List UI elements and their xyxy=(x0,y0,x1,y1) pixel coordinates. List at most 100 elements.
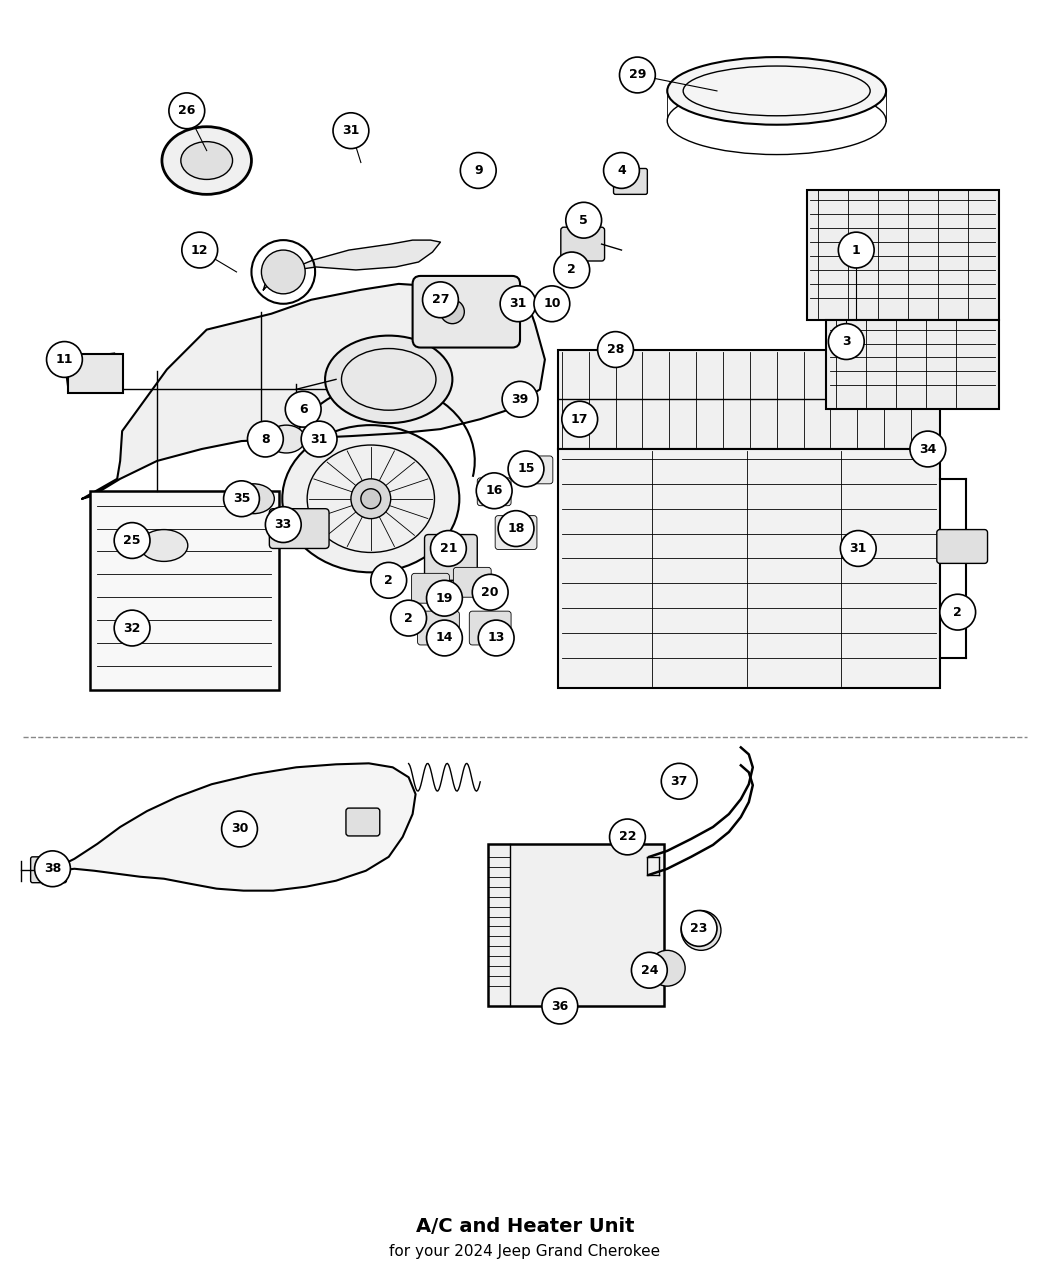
Circle shape xyxy=(391,601,426,636)
Circle shape xyxy=(662,764,697,799)
Circle shape xyxy=(838,232,875,268)
Circle shape xyxy=(610,819,646,854)
FancyBboxPatch shape xyxy=(90,491,279,690)
Text: A/C and Heater Unit: A/C and Heater Unit xyxy=(416,1218,634,1237)
Text: 19: 19 xyxy=(436,592,454,604)
Circle shape xyxy=(402,612,415,623)
Circle shape xyxy=(508,451,544,487)
Text: 22: 22 xyxy=(618,830,636,844)
Text: 20: 20 xyxy=(482,585,499,599)
Text: 12: 12 xyxy=(191,244,209,256)
Text: 25: 25 xyxy=(123,534,141,547)
Text: 29: 29 xyxy=(629,69,646,82)
Circle shape xyxy=(562,402,597,437)
Circle shape xyxy=(566,264,578,275)
FancyBboxPatch shape xyxy=(613,168,648,194)
FancyBboxPatch shape xyxy=(558,349,940,449)
Text: 1: 1 xyxy=(852,244,861,256)
FancyBboxPatch shape xyxy=(516,456,553,483)
Circle shape xyxy=(371,562,406,598)
Circle shape xyxy=(301,421,337,456)
Circle shape xyxy=(361,488,381,509)
Text: 38: 38 xyxy=(44,862,61,875)
Text: 33: 33 xyxy=(275,518,292,532)
Polygon shape xyxy=(43,764,416,891)
Text: 31: 31 xyxy=(849,542,867,555)
Text: 4: 4 xyxy=(617,164,626,177)
Text: 37: 37 xyxy=(671,775,688,788)
Circle shape xyxy=(472,574,508,611)
Text: 31: 31 xyxy=(342,124,359,138)
Text: 14: 14 xyxy=(436,631,454,644)
FancyBboxPatch shape xyxy=(806,190,1000,320)
FancyBboxPatch shape xyxy=(496,515,537,550)
Text: 8: 8 xyxy=(261,432,270,445)
Text: 16: 16 xyxy=(485,484,503,497)
FancyBboxPatch shape xyxy=(412,574,449,603)
Circle shape xyxy=(114,523,150,558)
Circle shape xyxy=(430,530,466,566)
Circle shape xyxy=(266,506,301,542)
Text: 9: 9 xyxy=(474,164,483,177)
Circle shape xyxy=(534,286,570,321)
FancyBboxPatch shape xyxy=(561,227,605,261)
Circle shape xyxy=(910,431,946,467)
Circle shape xyxy=(375,566,402,594)
Text: 39: 39 xyxy=(511,393,528,405)
Text: for your 2024 Jeep Grand Cherokee: for your 2024 Jeep Grand Cherokee xyxy=(390,1244,660,1260)
Ellipse shape xyxy=(268,425,306,453)
Text: 10: 10 xyxy=(543,297,561,310)
Circle shape xyxy=(426,620,462,655)
Text: 2: 2 xyxy=(953,606,962,618)
Circle shape xyxy=(498,511,534,547)
Ellipse shape xyxy=(162,126,251,194)
Circle shape xyxy=(182,232,217,268)
Text: 2: 2 xyxy=(404,612,413,625)
Circle shape xyxy=(46,342,82,377)
Circle shape xyxy=(286,391,321,427)
Text: 2: 2 xyxy=(384,574,393,586)
Circle shape xyxy=(944,598,971,626)
Circle shape xyxy=(681,910,721,950)
Text: 23: 23 xyxy=(691,922,708,935)
Circle shape xyxy=(248,421,284,456)
Text: 30: 30 xyxy=(231,822,248,835)
Circle shape xyxy=(460,153,497,189)
Circle shape xyxy=(681,910,717,946)
Circle shape xyxy=(440,300,464,324)
Text: 27: 27 xyxy=(432,293,449,306)
Circle shape xyxy=(422,282,459,317)
Circle shape xyxy=(597,332,633,367)
Text: 32: 32 xyxy=(124,621,141,635)
Text: 36: 36 xyxy=(551,1000,568,1012)
Circle shape xyxy=(478,620,514,655)
Text: 17: 17 xyxy=(571,413,588,426)
Text: 21: 21 xyxy=(440,542,457,555)
Circle shape xyxy=(620,57,655,93)
FancyBboxPatch shape xyxy=(345,808,380,836)
Text: 28: 28 xyxy=(607,343,624,356)
Circle shape xyxy=(951,606,964,618)
FancyBboxPatch shape xyxy=(413,275,520,348)
Circle shape xyxy=(566,203,602,238)
Text: 26: 26 xyxy=(178,105,195,117)
Text: 11: 11 xyxy=(56,353,74,366)
Text: 35: 35 xyxy=(233,492,250,505)
Circle shape xyxy=(604,153,639,189)
FancyBboxPatch shape xyxy=(558,449,940,687)
Circle shape xyxy=(477,473,512,509)
FancyBboxPatch shape xyxy=(424,534,478,580)
FancyBboxPatch shape xyxy=(478,478,511,506)
Circle shape xyxy=(35,850,70,886)
FancyBboxPatch shape xyxy=(30,857,66,882)
Circle shape xyxy=(828,324,864,360)
Ellipse shape xyxy=(326,335,453,423)
Text: 2: 2 xyxy=(567,264,576,277)
Circle shape xyxy=(169,93,205,129)
FancyBboxPatch shape xyxy=(488,844,665,1006)
Text: 6: 6 xyxy=(299,403,308,416)
Circle shape xyxy=(840,530,876,566)
Ellipse shape xyxy=(667,57,886,125)
Circle shape xyxy=(553,252,590,288)
Circle shape xyxy=(558,256,586,284)
